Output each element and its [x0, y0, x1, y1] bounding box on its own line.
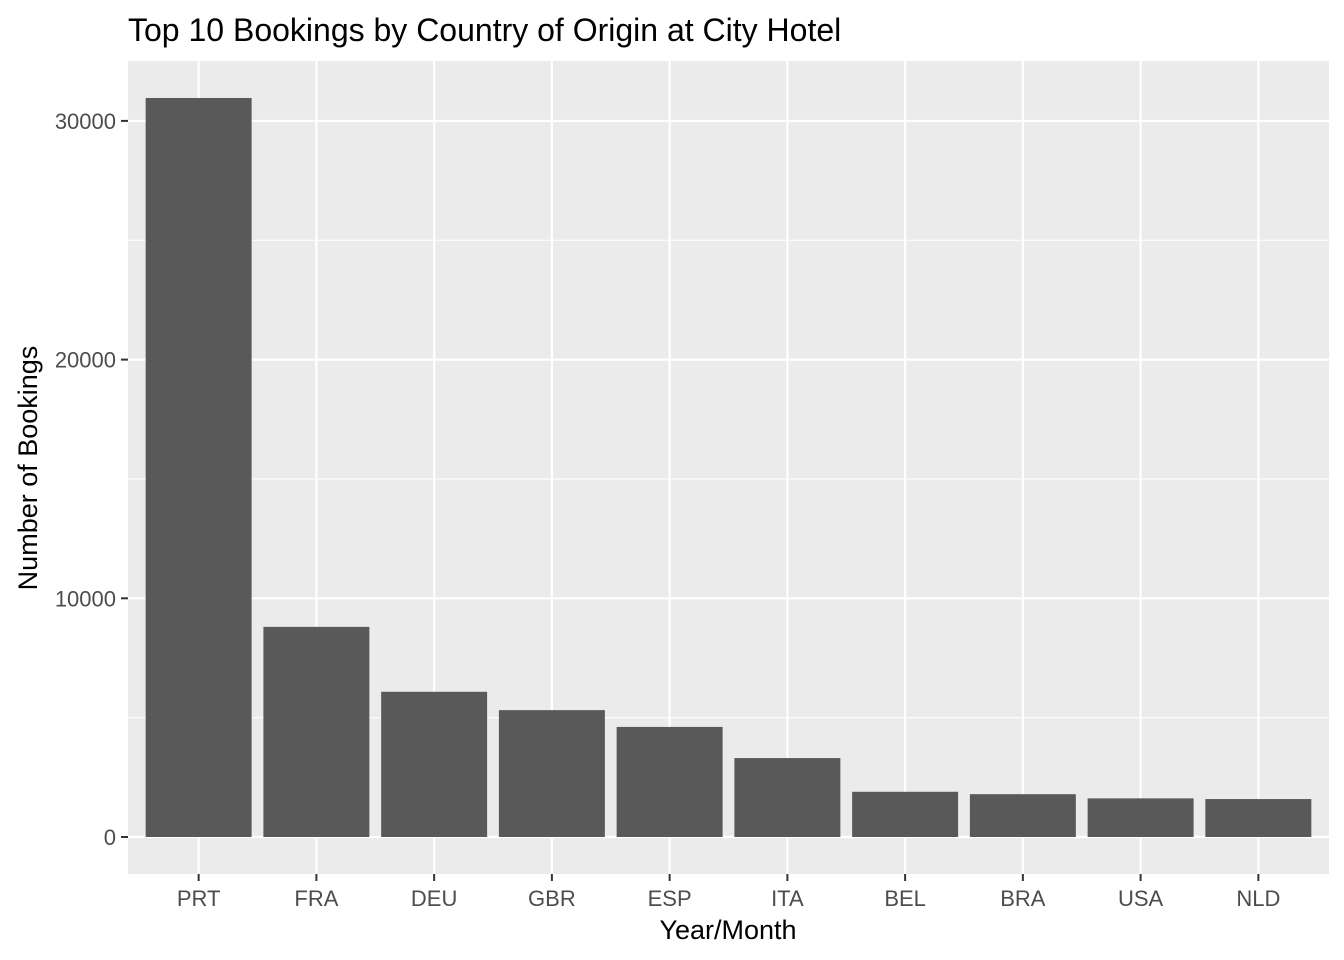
- x-tick-label: DEU: [411, 886, 457, 911]
- x-tick-label: BRA: [1000, 886, 1046, 911]
- y-axis: 0 10000 20000 30000: [55, 109, 128, 850]
- bar-ita: [734, 758, 841, 838]
- x-tick-label: PRT: [177, 886, 221, 911]
- bar-fra: [263, 626, 370, 838]
- x-tick-label: GBR: [528, 886, 576, 911]
- y-tick-label: 30000: [55, 109, 116, 134]
- bar-gbr: [498, 710, 605, 838]
- bar-usa: [1087, 798, 1194, 838]
- chart-title: Top 10 Bookings by Country of Origin at …: [128, 12, 841, 48]
- x-tick-label: FRA: [294, 886, 338, 911]
- x-tick-label: ITA: [771, 886, 804, 911]
- bar-nld: [1205, 799, 1312, 838]
- bars-layer: [145, 97, 1312, 838]
- bar-bra: [969, 794, 1076, 838]
- x-tick-label: USA: [1118, 886, 1164, 911]
- x-tick-label: BEL: [884, 886, 926, 911]
- x-axis: PRT FRA DEU GBR ESP ITA BEL BRA USA NLD: [177, 874, 1280, 911]
- x-tick-label: ESP: [648, 886, 692, 911]
- bar-deu: [381, 691, 488, 838]
- y-tick-label: 10000: [55, 586, 116, 611]
- x-tick-label: NLD: [1236, 886, 1280, 911]
- bar-bel: [852, 791, 959, 838]
- bar-prt: [145, 97, 252, 838]
- x-axis-title: Year/Month: [659, 915, 796, 945]
- y-tick-label: 20000: [55, 348, 116, 373]
- bar-esp: [616, 726, 723, 838]
- y-axis-title: Number of Bookings: [13, 346, 43, 591]
- y-tick-label: 0: [104, 825, 116, 850]
